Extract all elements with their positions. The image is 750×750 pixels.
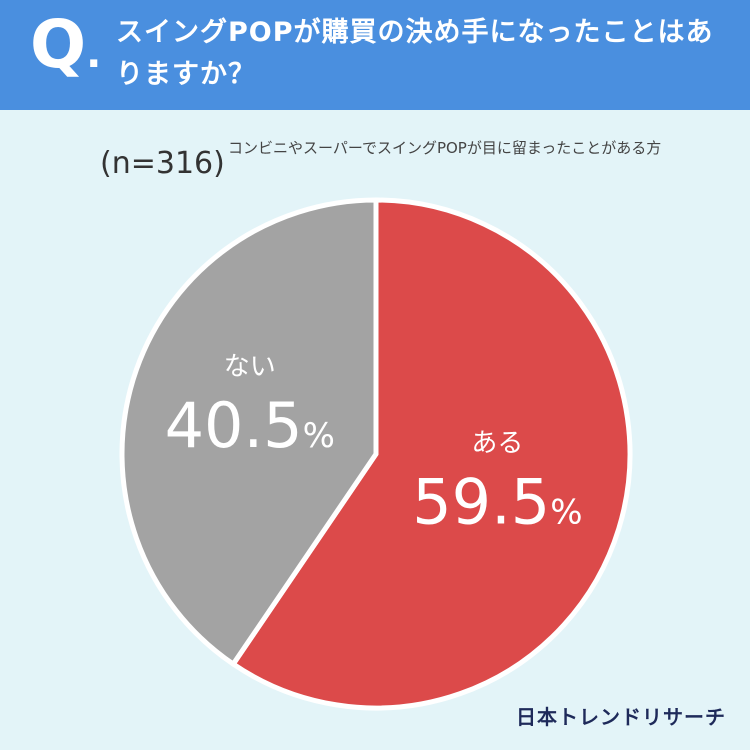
- question-text: スイングPOPが購買の決め手になったことはありますか？: [116, 17, 714, 90]
- slice-name-label: ある: [471, 428, 523, 458]
- slice-value-label: 40.5%: [165, 389, 335, 462]
- sample-size: (n=316): [100, 146, 225, 181]
- sample-description: コンビニやスーパーでスイングPOPが目に留まったことがある方: [228, 139, 662, 157]
- pie-slice-no: [119, 197, 379, 667]
- question-header: Q. スイングPOPが購買の決め手になったことはありますか？: [0, 0, 750, 110]
- q-mark: Q.: [30, 12, 101, 78]
- q-dot: .: [86, 31, 102, 77]
- pie-slice-yes: [230, 197, 633, 711]
- slice-name-label: ない: [224, 352, 276, 382]
- slice-value-label: 59.5%: [412, 465, 582, 538]
- q-letter: Q: [30, 6, 87, 83]
- brand-logo: 日本トレンドリサーチ: [516, 705, 726, 729]
